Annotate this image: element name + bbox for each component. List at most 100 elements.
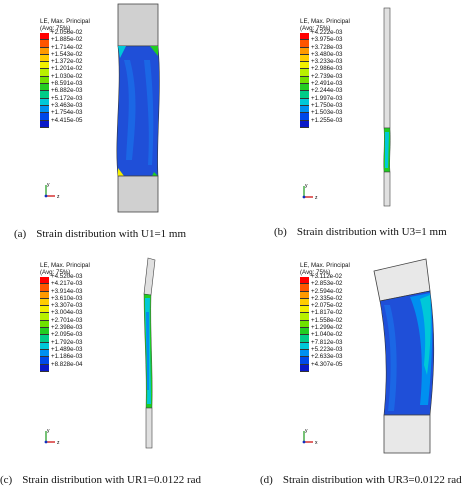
legend-value: +2.986e-03 (311, 65, 343, 73)
caption-tag: (b) (274, 226, 287, 238)
legend-swatch (40, 306, 49, 314)
legend-swatch (40, 357, 49, 365)
legend-value: +2.075e-02 (311, 302, 343, 310)
lower-fixture (383, 171, 391, 207)
legend-swatch (300, 40, 309, 48)
svg-text:y: y (47, 428, 50, 434)
legend-value: +5.223e-03 (311, 345, 343, 353)
caption-text: Strain distribution with UR1=0.0122 rad (22, 474, 202, 486)
legend-value: +5.172e-03 (51, 94, 83, 102)
legend-value: +1.040e-02 (311, 331, 343, 339)
axes-triad-a: y z (44, 182, 60, 200)
fe-model-a (116, 3, 160, 213)
legend-colorbar (40, 277, 49, 372)
legend-swatch (300, 33, 309, 41)
legend-value: +2.853e-02 (311, 280, 343, 288)
legend-swatch (40, 120, 49, 128)
legend-c: LE, Max. Principal (Avg: 75%) +4.520e-03… (40, 262, 90, 372)
legend-value: +1.489e-03 (51, 345, 83, 353)
svg-text:y: y (305, 428, 308, 434)
legend-value: +1.792e-03 (51, 338, 83, 346)
legend-value: +3.307e-03 (51, 302, 83, 310)
legend-value: +1.299e-02 (311, 324, 343, 332)
legend-value: +2.056e-02 (51, 29, 83, 36)
legend-value: +3.463e-03 (51, 101, 83, 109)
axes-triad-d: y x (302, 428, 318, 446)
lower-fixture (117, 175, 159, 213)
legend-value: +4.222e-03 (311, 29, 343, 36)
legend-swatch (300, 364, 309, 372)
legend-swatch (300, 91, 309, 99)
caption-a: (a) Strain distribution with U1=1 mm (14, 228, 186, 240)
legend-d: LE, Max. Principal (Avg: 75%) +3.112e-02… (300, 262, 350, 372)
legend-swatch (40, 342, 49, 350)
legend-subtitle: (Avg: 75%) (300, 25, 331, 33)
fe-model-b (383, 7, 391, 207)
legend-swatch (300, 76, 309, 85)
legend-a: LE, Max. Principal (Avg: 75%) +2.056e-02… (40, 18, 90, 128)
legend-value: +3.004e-03 (51, 309, 83, 317)
legend-value: +2.335e-02 (311, 294, 343, 302)
legend-value: +1.543e-02 (51, 50, 83, 58)
svg-text:z: z (315, 195, 318, 201)
legend-swatch (40, 54, 49, 63)
caption-b: (b) Strain distribution with U3=1 mm (274, 226, 447, 238)
legend-swatch (300, 320, 309, 329)
legend-swatch (300, 306, 309, 314)
legend-swatch (300, 98, 309, 106)
legend-swatch (40, 76, 49, 85)
legend-values: +4.222e-03 +3.975e-03 +3.728e-03 +3.480e-03… (311, 29, 342, 124)
svg-text:y: y (47, 182, 50, 188)
legend-value: +2.701e-03 (51, 316, 83, 324)
legend-swatch (40, 47, 49, 55)
legend-swatch (40, 335, 49, 343)
legend-title: LE, Max. Principal (40, 262, 90, 269)
lower-fixture (383, 414, 431, 454)
legend-colorbar (300, 33, 309, 128)
legend-value: +4.217e-03 (51, 280, 83, 288)
legend-value: +1.885e-02 (51, 36, 83, 44)
svg-text:z: z (57, 194, 60, 200)
legend-value: +1.201e-02 (51, 65, 83, 73)
legend-swatch (40, 320, 49, 329)
legend-value: +6.882e-03 (51, 87, 83, 95)
svg-text:z: z (57, 440, 60, 446)
legend-swatch (300, 349, 309, 358)
legend-value: +4.520e-03 (51, 273, 83, 280)
legend-value: +4.307e-05 (311, 360, 343, 368)
legend-swatch (300, 291, 309, 299)
legend-value: +2.739e-03 (311, 72, 343, 80)
legend-swatch (40, 328, 49, 336)
legend-swatch (40, 349, 49, 358)
caption-tag: (d) (260, 474, 273, 486)
legend-value: +8.591e-03 (51, 80, 83, 88)
caption-tag: (c) (0, 474, 13, 486)
legend-subtitle: (Avg: 75%) (40, 25, 71, 33)
legend-swatch (300, 284, 309, 292)
legend-value: +1.754e-03 (51, 109, 83, 117)
legend-swatch (300, 62, 309, 70)
legend-value: +1.030e-02 (51, 72, 83, 80)
legend-subtitle: (Avg: 75%) (300, 269, 331, 277)
legend-swatch (40, 98, 49, 106)
legend-colorbar (40, 33, 49, 128)
legend-values: +4.520e-03 +4.217e-03 +3.914e-03 +3.610e-03… (51, 273, 82, 368)
legend-value: +3.112e-02 (311, 273, 343, 280)
legend-value: +2.633e-03 (311, 353, 343, 361)
legend-swatch (40, 284, 49, 292)
legend-swatch (300, 54, 309, 63)
legend-swatch (300, 328, 309, 336)
legend-swatch (300, 47, 309, 55)
svg-text:x: x (315, 440, 318, 446)
upper-fixture (117, 3, 159, 47)
legend-value: +3.728e-03 (311, 43, 343, 51)
legend-value: +2.095e-03 (51, 331, 83, 339)
legend-swatch (300, 335, 309, 343)
legend-swatch (40, 91, 49, 99)
legend-swatch (40, 291, 49, 299)
legend-value: +1.817e-02 (311, 309, 343, 317)
legend-value: +2.594e-02 (311, 287, 343, 295)
lower-fixture (145, 407, 153, 449)
caption-d: (d) Strain distribution with UR3=0.0122 r… (260, 474, 462, 486)
legend-value: +3.480e-03 (311, 50, 343, 58)
